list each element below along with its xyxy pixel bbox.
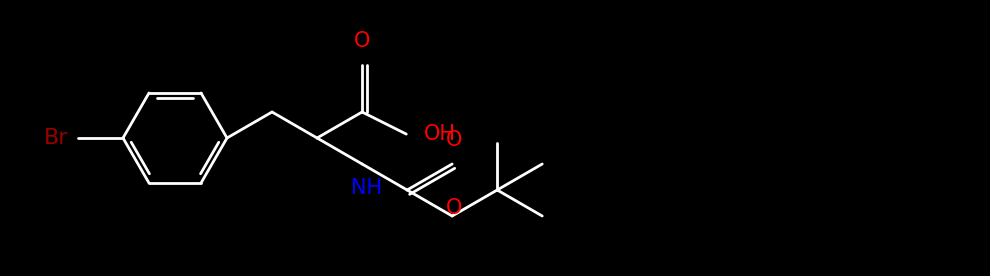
Text: NH: NH (350, 178, 382, 198)
Text: O: O (353, 31, 370, 51)
Text: Br: Br (44, 128, 68, 148)
Text: OH: OH (425, 124, 456, 144)
Text: O: O (446, 130, 462, 150)
Text: O: O (446, 198, 462, 218)
